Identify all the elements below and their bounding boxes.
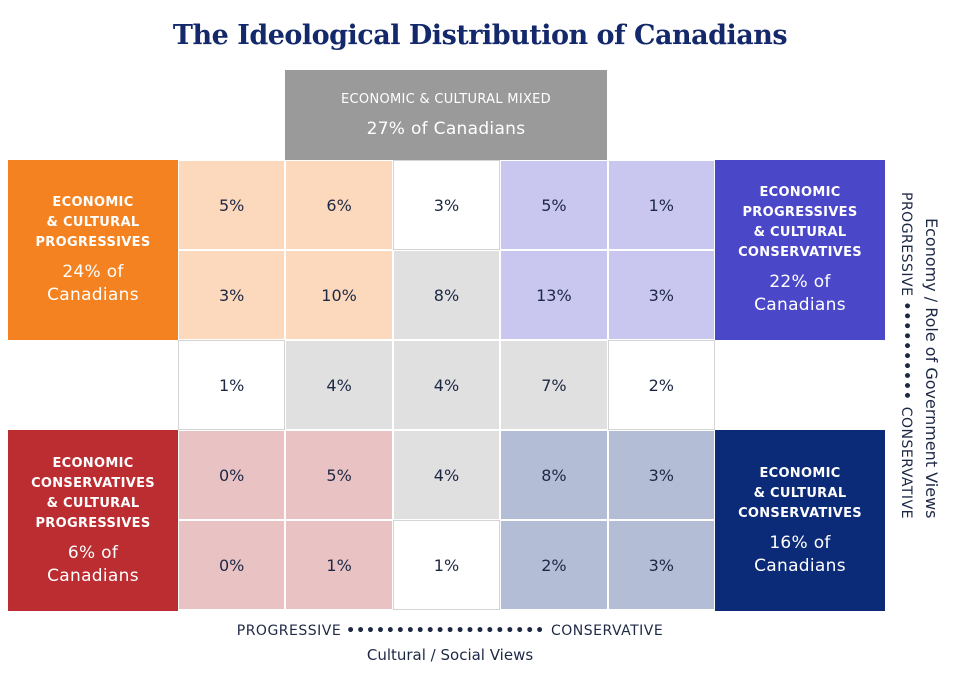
group-econ-prog-cult-cons: ECONOMIC PROGRESSIVES & CULTURAL CONSERVATI… [715,160,885,340]
group-label-line: & CULTURAL [753,225,847,240]
group-label-line: PROGRESSIVES [35,235,151,250]
group-label-line: ECONOMIC [52,195,134,210]
group-label-line: ECONOMIC [759,465,841,481]
heatmap-cell: 1% [607,160,715,250]
heatmap-cell: 7% [500,340,608,430]
heatmap-cell: 1% [285,520,393,610]
group-share-line: 22% of [769,272,831,292]
group-label-line: PROGRESSIVES [35,515,151,531]
x-axis-end-progressive: PROGRESSIVE [236,623,342,639]
group-label-line: CONSERVATIVES [738,245,862,260]
y-axis-end-conservative: CONSERVATIVE [898,406,914,519]
y-axis-end-progressive: PROGRESSIVE [898,192,914,297]
group-label-line: & CULTURAL [46,215,140,230]
heatmap-cell: 4% [392,340,501,430]
group-label: ECONOMIC CONSERVATIVES & CULTURAL PROGRESSI… [31,454,155,534]
group-share: 6% of Canadians [47,542,139,588]
group-label-line: & CULTURAL [46,495,140,511]
group-label: ECONOMIC PROGRESSIVES & CULTURAL CONSERVATI… [738,183,862,263]
heatmap-cell: 5% [285,430,393,520]
heatmap-cell: 3% [607,250,715,340]
group-share-line: Canadians [754,555,846,576]
group-share: 16% of Canadians [754,532,846,578]
heatmap-cell: 4% [392,430,501,520]
group-label-line: & CULTURAL [753,485,847,501]
group-share-line: 24% of [62,262,124,282]
group-label-line: CONSERVATIVES [738,505,862,521]
group-share-line: 6% of [67,542,119,563]
group-label-line: ECONOMIC [759,185,841,200]
heatmap-cell: 10% [285,250,393,340]
group-share-line: Canadians [47,565,139,586]
group-progressives: ECONOMIC & CULTURAL PROGRESSIVES 24% of Cana… [8,160,178,340]
heatmap-cell: 5% [500,160,608,250]
heatmap-cell: 2% [500,520,608,610]
heatmap-cell: 4% [285,340,393,430]
heatmap-cell: 3% [178,250,286,340]
x-axis-label: Cultural / Social Views [366,646,534,664]
group-share-line: 16% of [769,532,831,553]
heatmap-cell: 5% [178,160,286,250]
group-label-line: CONSERVATIVES [31,475,155,491]
chart-title: The Ideological Distribution of Canadian… [172,20,788,51]
y-axis-scale: PROGRESSIVE •••••••••• CONSERVATIVE [898,192,914,519]
x-axis-end-conservative: CONSERVATIVE [550,623,664,639]
heatmap-cell: 2% [607,340,715,430]
heatmap-cell: 3% [607,520,715,610]
heatmap-cell: 3% [392,160,501,250]
group-label-line: ECONOMIC [52,455,134,471]
group-conservatives: ECONOMIC & CULTURAL CONSERVATIVES 16% of Can… [715,430,885,611]
group-label: ECONOMIC & CULTURAL PROGRESSIVES [35,193,150,253]
heatmap-cell: 8% [500,430,608,520]
heatmap-cell: 1% [392,520,501,610]
heatmap-cell: 6% [285,160,393,250]
group-label: ECONOMIC & CULTURAL MIXED [341,91,551,107]
dotted-line: •••••••••• [898,301,914,407]
heatmap-cell: 0% [178,430,286,520]
group-share-line: Canadians [754,295,846,315]
heatmap-cell: 1% [178,340,286,430]
group-econ-cons-cult-prog: ECONOMIC CONSERVATIVES & CULTURAL PROGRESSI… [8,430,178,611]
heatmap-cell: 13% [500,250,608,340]
group-label: ECONOMIC & CULTURAL CONSERVATIVES [738,464,862,524]
heatmap-cell: 3% [607,430,715,520]
x-axis-scale: PROGRESSIVE •••••••••••••••••••• CONSERV… [0,623,900,639]
y-axis-label: Economy / Role of Government Views [922,218,941,519]
group-share: 24% of Canadians [47,261,139,307]
heatmap-cell: 0% [178,520,286,610]
group-share: 22% of Canadians [754,271,846,317]
group-share: 27% of Canadians [366,118,526,139]
heatmap-cell: 8% [392,250,501,340]
dotted-line: •••••••••••••••••••• [346,623,551,639]
group-label-line: PROGRESSIVES [742,205,858,220]
group-mixed: ECONOMIC & CULTURAL MIXED 27% of Canadia… [285,70,607,160]
group-share-line: Canadians [47,285,139,305]
